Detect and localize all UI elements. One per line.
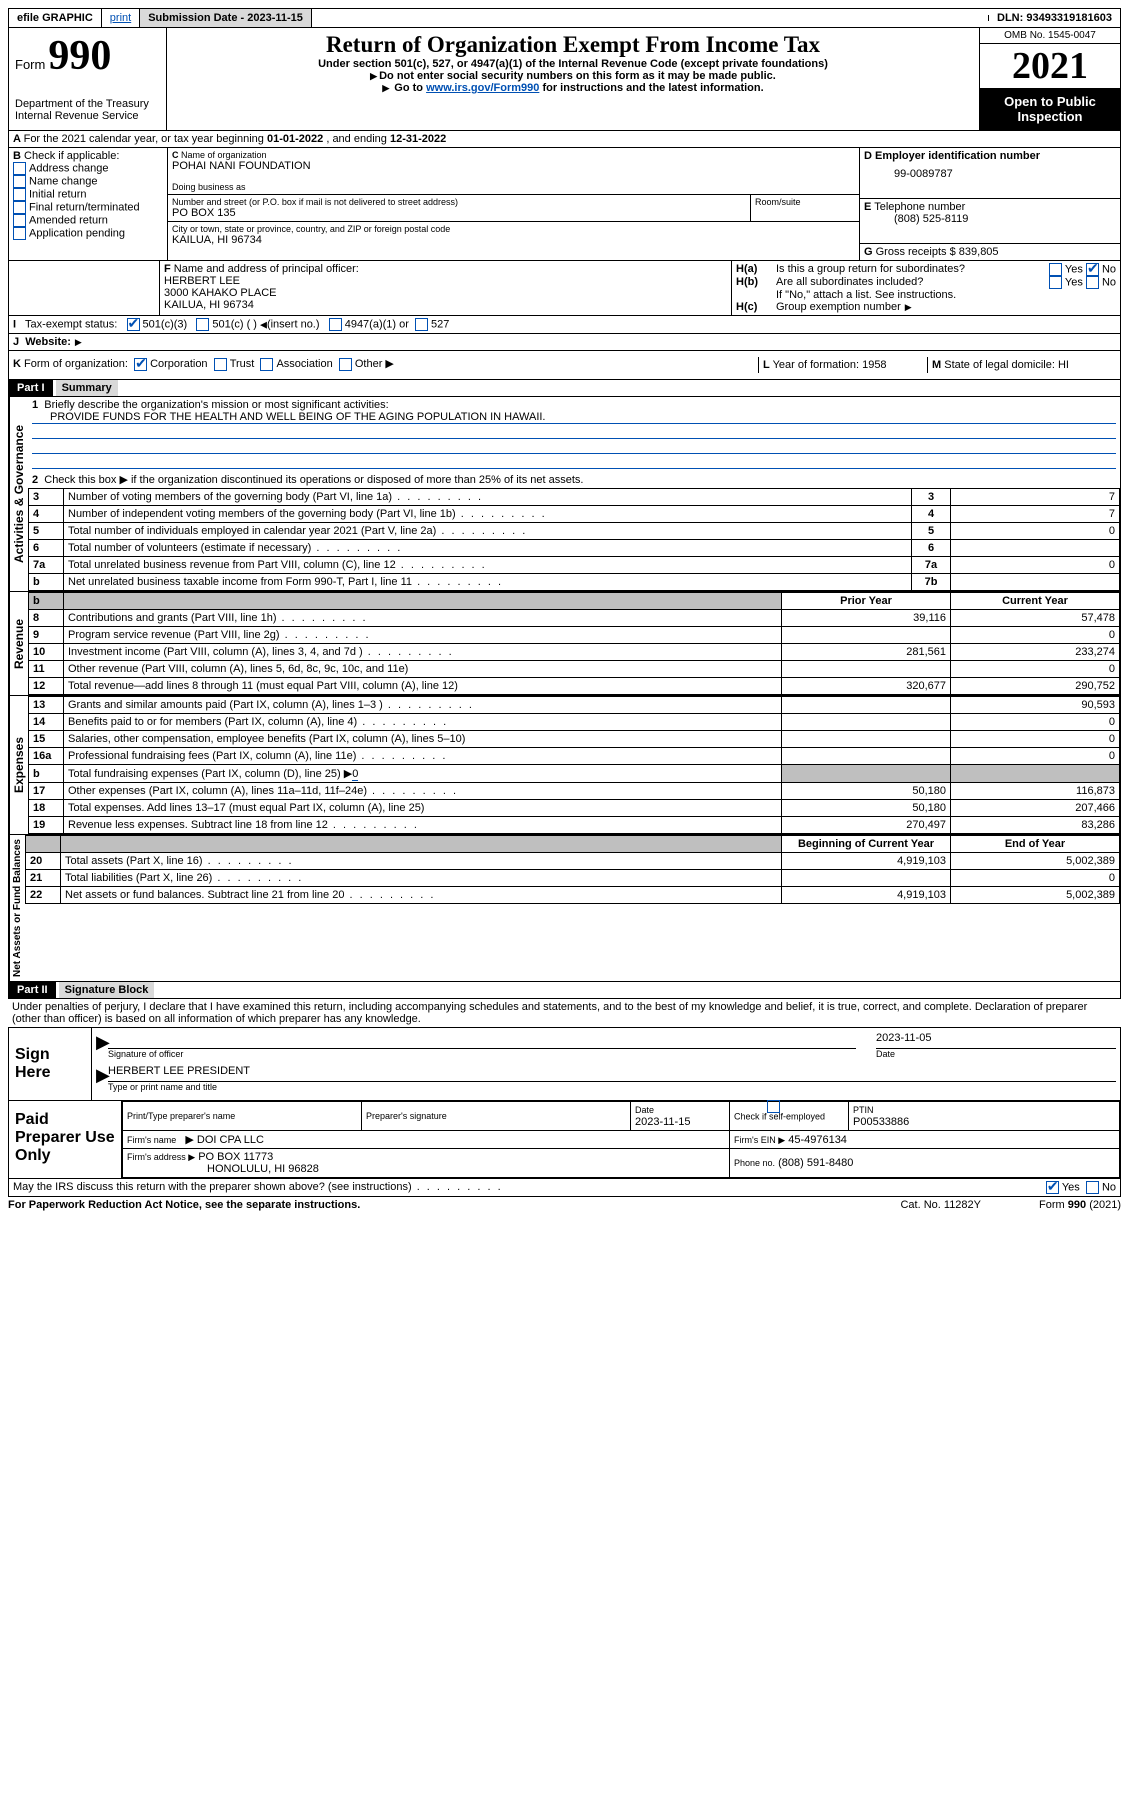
subdate-label: Submission Date - bbox=[148, 12, 244, 24]
subdate: 2023-11-15 bbox=[247, 12, 303, 24]
section-na: Net Assets or Fund Balances bbox=[9, 835, 25, 981]
gross-receipts: 839,805 bbox=[959, 246, 999, 258]
form-header: Form 990 Department of the Treasury Inte… bbox=[8, 28, 1121, 131]
entity-block: B Check if applicable: Address change Na… bbox=[8, 148, 1121, 261]
domicile: HI bbox=[1058, 359, 1069, 371]
officer-city: KAILUA, HI 96734 bbox=[164, 299, 727, 311]
line-a: A For the 2021 calendar year, or tax yea… bbox=[8, 131, 1121, 148]
dln: 93493319181603 bbox=[1026, 12, 1112, 24]
subhead-1: Under section 501(c), 527, or 4947(a)(1)… bbox=[173, 58, 973, 70]
chk-4947[interactable] bbox=[329, 318, 342, 331]
form-word: Form bbox=[15, 57, 45, 72]
paid-preparer-block: Paid Preparer Use Only Print/Type prepar… bbox=[8, 1101, 1121, 1179]
exp-table: 13Grants and similar amounts paid (Part … bbox=[28, 696, 1120, 834]
open-public: Open to Public Inspection bbox=[980, 88, 1120, 130]
firm-name: DOI CPA LLC bbox=[197, 1134, 264, 1146]
declaration: Under penalties of perjury, I declare th… bbox=[8, 999, 1121, 1027]
ha-yes[interactable] bbox=[1049, 263, 1062, 276]
dln-label: DLN: bbox=[997, 12, 1023, 24]
discuss-q: May the IRS discuss this return with the… bbox=[13, 1181, 1046, 1194]
section-ag: Activities & Governance bbox=[9, 397, 28, 591]
phone: (808) 525-8119 bbox=[864, 213, 1116, 225]
chk-initial-return[interactable]: Initial return bbox=[13, 188, 163, 201]
print-link[interactable]: print bbox=[110, 12, 131, 24]
top-bar: efile GRAPHIC print Submission Date - 20… bbox=[8, 8, 1121, 28]
chk-527[interactable] bbox=[415, 318, 428, 331]
discuss-yes[interactable] bbox=[1046, 1181, 1059, 1194]
chk-trust[interactable] bbox=[214, 358, 227, 371]
firm-phone: (808) 591-8480 bbox=[778, 1157, 853, 1169]
chk-other[interactable] bbox=[339, 358, 352, 371]
firm-addr1: PO BOX 11773 bbox=[198, 1151, 273, 1163]
officer-printed: HERBERT LEE PRESIDENT bbox=[108, 1065, 1116, 1082]
section-exp: Expenses bbox=[9, 696, 28, 834]
chk-address-change[interactable]: Address change bbox=[13, 162, 163, 175]
year-formation: 1958 bbox=[862, 359, 886, 371]
form-title: Return of Organization Exempt From Incom… bbox=[173, 32, 973, 58]
section-rev: Revenue bbox=[9, 592, 28, 695]
dept: Department of the Treasury bbox=[15, 98, 160, 110]
prep-date: 2023-11-15 bbox=[635, 1116, 690, 1128]
officer-street: 3000 KAHAKO PLACE bbox=[164, 287, 727, 299]
instructions-link[interactable]: www.irs.gov/Form990 bbox=[426, 82, 539, 94]
mission-text: PROVIDE FUNDS FOR THE HEALTH AND WELL BE… bbox=[32, 411, 1116, 424]
chk-501c[interactable] bbox=[196, 318, 209, 331]
chk-assoc[interactable] bbox=[260, 358, 273, 371]
part1-title: Summary bbox=[56, 380, 118, 396]
chk-final-return[interactable]: Final return/terminated bbox=[13, 201, 163, 214]
firm-addr2: HONOLULU, HI 96828 bbox=[127, 1163, 319, 1175]
form-number: 990 bbox=[48, 33, 111, 79]
officer-name: HERBERT LEE bbox=[164, 275, 727, 287]
cat-no: Cat. No. 11282Y bbox=[900, 1199, 981, 1211]
sub3-post: for instructions and the latest informat… bbox=[542, 82, 763, 94]
pra-notice: For Paperwork Reduction Act Notice, see … bbox=[8, 1199, 900, 1211]
rev-table: bPrior YearCurrent Year 8Contributions a… bbox=[28, 592, 1120, 695]
subhead-2: Do not enter social security numbers on … bbox=[379, 70, 776, 82]
org-street: PO BOX 135 bbox=[172, 207, 746, 219]
org-name: POHAI NANI FOUNDATION bbox=[172, 160, 855, 172]
hb-no[interactable] bbox=[1086, 276, 1099, 289]
ha-no[interactable] bbox=[1086, 263, 1099, 276]
fh-block: F Name and address of principal officer:… bbox=[8, 261, 1121, 316]
chk-corp[interactable] bbox=[134, 358, 147, 371]
chk-app-pending[interactable]: Application pending bbox=[13, 227, 163, 240]
sub3-pre: Go to bbox=[394, 82, 426, 94]
ptin: P00533886 bbox=[853, 1116, 909, 1128]
na-table: Beginning of Current YearEnd of Year 20T… bbox=[25, 835, 1120, 904]
gov-table: 3Number of voting members of the governi… bbox=[28, 488, 1120, 591]
firm-ein: 45-4976134 bbox=[788, 1134, 847, 1146]
sign-block: Sign Here ▶ Signature of officer 2023-11… bbox=[8, 1027, 1121, 1101]
chk-name-change[interactable]: Name change bbox=[13, 175, 163, 188]
chk-self-employed[interactable] bbox=[767, 1100, 780, 1113]
irs: Internal Revenue Service bbox=[15, 110, 160, 122]
efile-label: efile GRAPHIC bbox=[9, 9, 102, 27]
part1-bar: Part I bbox=[9, 380, 53, 396]
part2-title: Signature Block bbox=[59, 982, 155, 998]
org-city: KAILUA, HI 96734 bbox=[172, 234, 855, 246]
ein: 99-0089787 bbox=[864, 162, 1116, 180]
sign-date: 2023-11-05 bbox=[876, 1032, 1116, 1049]
hb-yes[interactable] bbox=[1049, 276, 1062, 289]
discuss-no[interactable] bbox=[1086, 1181, 1099, 1194]
chk-amended[interactable]: Amended return bbox=[13, 214, 163, 227]
tax-year: 2021 bbox=[980, 44, 1120, 88]
line-2: Check this box ▶ if the organization dis… bbox=[44, 474, 583, 486]
part2-bar: Part II bbox=[9, 982, 56, 998]
omb: OMB No. 1545-0047 bbox=[980, 28, 1120, 44]
chk-501c3[interactable] bbox=[127, 318, 140, 331]
